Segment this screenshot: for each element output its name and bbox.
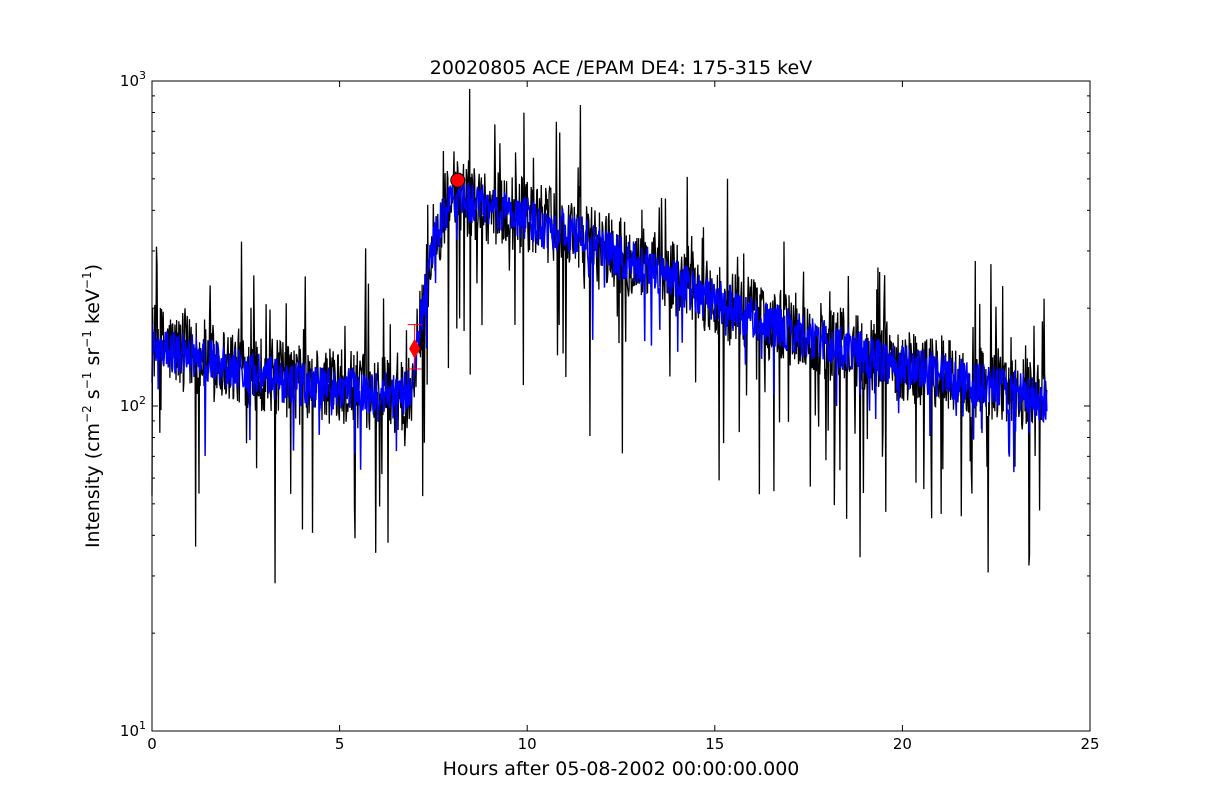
y-label-sup2: −1 <box>80 372 94 390</box>
marker-diamond <box>409 338 421 359</box>
y-axis-label: Intensity (cm−2 s−1 sr−1 keV−1) <box>80 264 104 548</box>
y-label-sup3: −1 <box>80 330 94 348</box>
y-axis-ticks: 101 102 103 <box>120 69 1090 740</box>
x-tick-label: 15 <box>705 735 724 753</box>
marker-circle <box>450 172 466 188</box>
x-tick-label: 5 <box>335 735 345 753</box>
y-label-end: ) <box>82 264 104 271</box>
y-label-sup4: −1 <box>80 271 94 289</box>
series-layer <box>151 88 1048 584</box>
y-label-sr: sr <box>82 348 104 372</box>
y-label-sup1: −2 <box>80 405 94 423</box>
x-axis-ticks: 0 5 10 15 20 25 <box>147 81 1100 753</box>
y-label-kev: keV <box>82 289 104 330</box>
marker-layer <box>407 172 466 370</box>
y-tick-label: 101 <box>120 719 146 740</box>
y-tick-label: 102 <box>120 394 146 415</box>
x-tick-label: 20 <box>893 735 912 753</box>
y-tick-label: 103 <box>120 69 146 90</box>
x-tick-label: 25 <box>1080 735 1099 753</box>
series-line-1 <box>151 88 1048 584</box>
chart-title: 20020805 ACE /EPAM DE4: 175-315 keV <box>430 57 812 79</box>
x-axis-label: Hours after 05-08-2002 00:00:00.000 <box>443 758 800 780</box>
x-tick-label: 10 <box>518 735 537 753</box>
series-line-2 <box>151 175 1048 473</box>
y-label-base: Intensity (cm <box>82 423 104 548</box>
y-label-s: s <box>82 389 104 405</box>
x-tick-label: 0 <box>147 735 157 753</box>
